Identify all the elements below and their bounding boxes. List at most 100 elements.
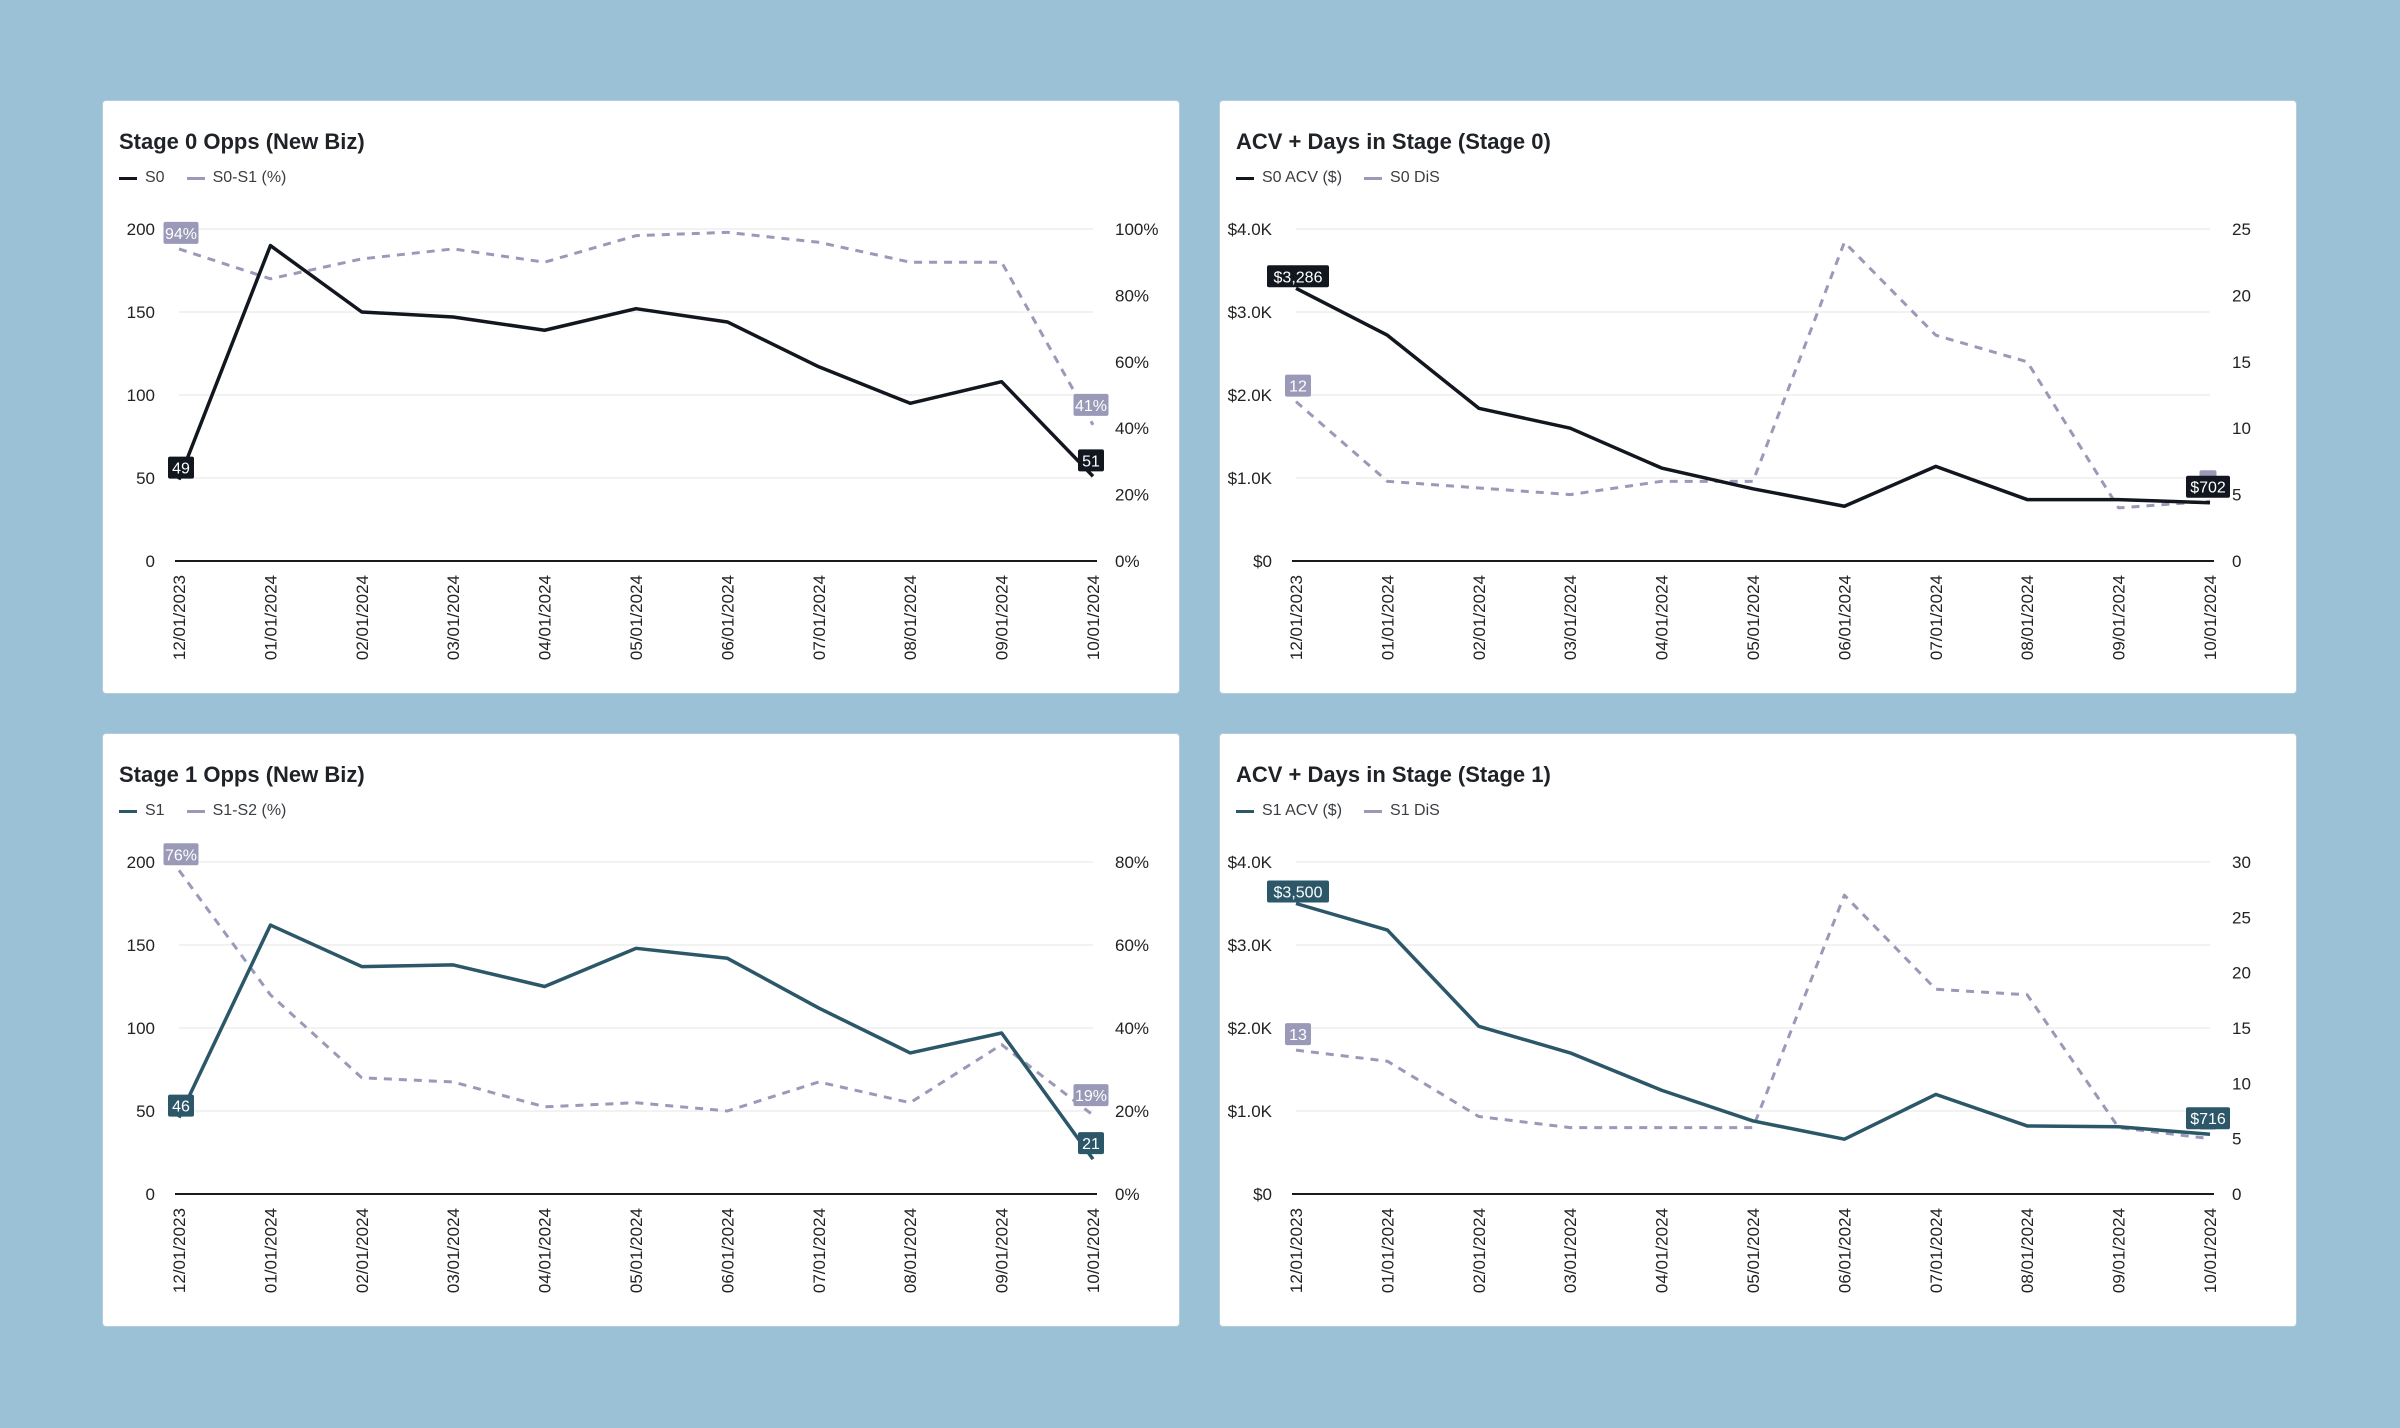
legend-label: S1 ACV ($): [1262, 802, 1343, 819]
y-right-tick-label: 60%: [1115, 353, 1149, 372]
chart-svg: $0 $1.0K $2.0K $3.0K $4.0K 0 5 10 15 20 25 30 12/01/…: [1228, 853, 2251, 1293]
data-label-last: 19%: [1073, 1084, 1109, 1107]
data-label-first-bg: [1267, 265, 1329, 288]
y-right-tick-label: 40%: [1115, 419, 1149, 438]
data-label-first: 12: [1285, 374, 1311, 397]
y-right-tick-label: 25: [2232, 220, 2251, 239]
x-tick-label: 07/01/2024: [810, 575, 829, 660]
y-left-tick-label: $2.0K: [1228, 386, 1273, 405]
legend-item-s1-s2[interactable]: S1-S2 (%): [186, 802, 286, 820]
x-tick-label: 08/01/2024: [2018, 1208, 2037, 1293]
chart-panel-acv-stage1: ACV + Days in Stage (Stage 1) S1 ACV ($)…: [1219, 733, 2297, 1327]
data-label-last-bg: [2186, 475, 2230, 498]
data-label-first-text: 46: [172, 1099, 190, 1116]
y-left-tick-label: $4.0K: [1228, 853, 1273, 872]
series-line-s0-dis[interactable]: [1295, 240, 2211, 510]
chart-legend: S0 ACV ($) S0 DiS: [1236, 169, 1440, 187]
series-line-s1-s2-[interactable]: [177, 869, 1094, 1117]
x-tick-label: 04/01/2024: [1653, 1208, 1672, 1293]
x-tick-label: 04/01/2024: [1653, 575, 1672, 660]
legend-item-s1[interactable]: S1: [119, 802, 165, 820]
data-label-last-text: $702: [2190, 480, 2226, 497]
legend-label: S1 DiS: [1390, 802, 1440, 819]
x-tick-label: 12/01/2023: [170, 575, 189, 660]
x-tick-label: 05/01/2024: [627, 575, 646, 660]
data-label-first-bg: [163, 843, 199, 866]
y-right-tick-label: 25: [2232, 908, 2251, 927]
y-left-tick-label: $2.0K: [1228, 1019, 1273, 1038]
y-left-tick-label: 150: [127, 303, 155, 322]
y-right-tick-label: 80%: [1115, 286, 1149, 305]
data-label-first: $3,500: [1267, 880, 1329, 903]
x-tick-label: 07/01/2024: [1927, 1208, 1946, 1293]
y-left-tick-label: 200: [127, 220, 155, 239]
y-right-tick-label: 5: [2232, 1130, 2241, 1149]
data-label-last-bg: [1078, 1132, 1104, 1155]
data-label-last-text: 51: [1082, 453, 1100, 470]
legend-label: S0 DiS: [1390, 169, 1440, 186]
y-right-tick-label: 0%: [1115, 552, 1140, 571]
data-label-last-bg: [1078, 449, 1104, 472]
y-right-tick-label: 40%: [1115, 1019, 1149, 1038]
chart-legend: S1 ACV ($) S1 DiS: [1236, 802, 1440, 820]
legend-item-s0[interactable]: S0: [119, 169, 165, 187]
y-right-tick-label: 20%: [1115, 1102, 1149, 1121]
data-label-last-text: 19%: [1075, 1088, 1107, 1105]
y-right-tick-label: 15: [2232, 353, 2251, 372]
y-right-tick-label: 0%: [1115, 1185, 1140, 1204]
series-line-s1-dis[interactable]: [1295, 893, 2211, 1141]
data-label-last: 41%: [1073, 393, 1109, 416]
y-right-tick-label: 20: [2232, 964, 2251, 983]
data-label-first-text: 13: [1289, 1027, 1307, 1044]
data-label-first: $3,286: [1267, 265, 1329, 288]
y-left-tick-label: 200: [127, 853, 155, 872]
x-tick-label: 07/01/2024: [810, 1208, 829, 1293]
series-line-s1-acv-[interactable]: [1295, 901, 2211, 1141]
data-label-first-bg: [1267, 880, 1329, 903]
series-line-s0-acv-[interactable]: [1295, 286, 2211, 508]
x-tick-label: 03/01/2024: [1561, 1208, 1580, 1293]
legend-label: S1: [145, 802, 165, 819]
data-label-first-text: 76%: [165, 847, 197, 864]
x-tick-label: 10/01/2024: [1084, 1208, 1103, 1293]
x-tick-label: 09/01/2024: [993, 1208, 1012, 1293]
legend-item-s1-acv[interactable]: S1 ACV ($): [1236, 802, 1342, 820]
data-label-first: 76%: [163, 843, 199, 866]
x-tick-label: 09/01/2024: [2110, 1208, 2129, 1293]
data-label-last: 51: [1078, 449, 1104, 472]
y-right-tick-label: 10: [2232, 1074, 2251, 1093]
x-tick-label: 02/01/2024: [353, 575, 372, 660]
series-line-s0-s1-[interactable]: [178, 230, 1095, 426]
data-label-first: 94%: [163, 221, 199, 244]
y-left-tick-label: 0: [146, 1185, 155, 1204]
y-left-tick-label: $0: [1253, 552, 1272, 571]
data-label-last: $702: [2186, 475, 2230, 498]
x-tick-label: 08/01/2024: [2018, 575, 2037, 660]
series-line-s0[interactable]: [177, 243, 1095, 481]
x-tick-label: 05/01/2024: [1744, 1208, 1763, 1293]
data-label-last-bg: [1073, 1084, 1109, 1107]
legend-item-s0-acv[interactable]: S0 ACV ($): [1236, 169, 1342, 187]
data-label-last-text: 21: [1082, 1136, 1100, 1153]
y-right-tick-label: 0: [2232, 1185, 2241, 1204]
chart-title: ACV + Days in Stage (Stage 0): [1236, 129, 1551, 154]
x-tick-label: 10/01/2024: [2201, 1208, 2220, 1293]
x-tick-label: 04/01/2024: [536, 575, 555, 660]
legend-item-s0-s1[interactable]: S0-S1 (%): [186, 169, 286, 187]
y-left-tick-label: $1.0K: [1228, 1102, 1273, 1121]
data-label-first: 13: [1285, 1023, 1311, 1046]
x-tick-label: 12/01/2023: [1287, 1208, 1306, 1293]
legend-item-s1-dis[interactable]: S1 DiS: [1364, 802, 1440, 820]
data-label-first-bg: [163, 221, 199, 244]
chart-panel-acv-stage0: ACV + Days in Stage (Stage 0) S0 ACV ($)…: [1219, 100, 2297, 694]
chart-panel-stage0-opps: Stage 0 Opps (New Biz) S0 S0-S1 (%) 0 50 1…: [102, 100, 1180, 694]
chart-legend: S0 S0-S1 (%): [119, 169, 286, 187]
series-line-s1[interactable]: [177, 923, 1095, 1161]
x-tick-label: 02/01/2024: [1470, 575, 1489, 660]
y-right-tick-label: 20%: [1115, 486, 1149, 505]
x-tick-label: 03/01/2024: [444, 1208, 463, 1293]
legend-item-s0-dis[interactable]: S0 DiS: [1364, 169, 1440, 187]
legend-swatch: [186, 176, 205, 180]
x-tick-label: 10/01/2024: [1084, 575, 1103, 660]
y-right-tick-label: 60%: [1115, 936, 1149, 955]
